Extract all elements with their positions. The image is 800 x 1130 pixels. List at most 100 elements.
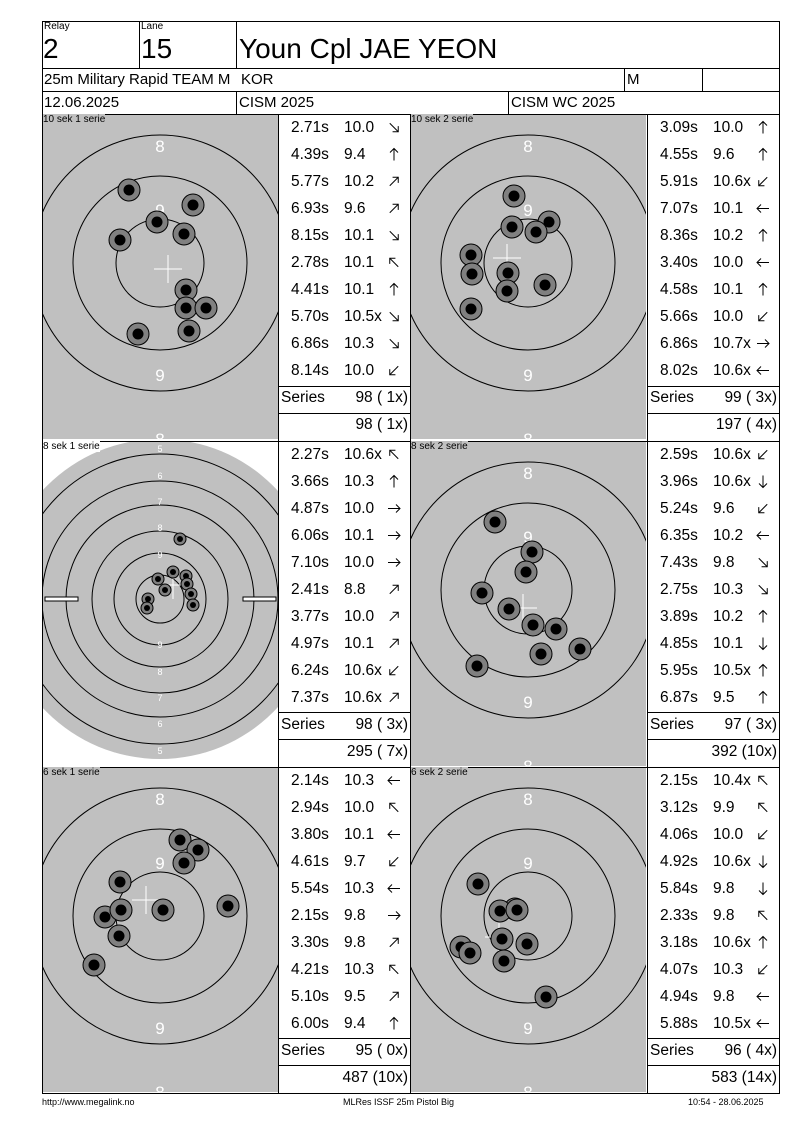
shot-direction-arrow-icon <box>754 821 772 848</box>
shot-hole-center <box>151 216 163 228</box>
shot-hole-center <box>489 516 501 528</box>
shot-time: 2.14s <box>291 772 329 789</box>
shot-direction-arrow-icon <box>385 276 403 303</box>
shot-row: 7.37s 10.6x <box>279 684 411 711</box>
shot-time: 2.15s <box>660 772 698 789</box>
shot-time: 3.09s <box>660 119 698 136</box>
shot-score: 10.4x <box>713 772 751 789</box>
series-total: 98 ( 1x) <box>355 389 408 406</box>
shot-time: 3.30s <box>291 934 329 951</box>
shot-row: 3.09s 10.0 <box>648 114 780 141</box>
target-face: 5 5 6 6 7 7 8 8 9 9 <box>43 442 278 766</box>
shot-direction-arrow-icon <box>385 114 403 141</box>
shot-direction-arrow-icon <box>385 875 403 902</box>
shot-score: 8.8 <box>344 581 366 598</box>
shot-row: 8.15s 10.1 <box>279 222 411 249</box>
shot-direction-arrow-icon <box>754 222 772 249</box>
shot-direction-arrow-icon <box>754 441 772 468</box>
shot-time: 5.84s <box>660 880 698 897</box>
shot-score: 10.1 <box>344 527 375 544</box>
ring-number: 8 <box>157 523 162 533</box>
shot-hole-center <box>114 876 126 888</box>
shot-hole-center <box>501 285 513 297</box>
shot-row: 4.55s 9.6 <box>648 141 780 168</box>
shot-hole-center <box>183 325 195 337</box>
shot-hole-center <box>550 623 562 635</box>
shot-time: 6.86s <box>660 335 698 352</box>
ring-number: 9 <box>523 366 532 385</box>
shot-time: 3.96s <box>660 473 698 490</box>
shot-hole-center <box>465 249 477 261</box>
shot-direction-arrow-icon <box>385 468 403 495</box>
footer-software: MLRes ISSF 25m Pistol Big <box>343 1097 455 1107</box>
shot-score: 10.1 <box>713 635 744 652</box>
shot-score: 10.6x <box>713 362 751 379</box>
series-title: 6 sek 2 serie <box>411 767 468 778</box>
shot-hole-center <box>132 328 144 340</box>
shot-hole-center <box>113 930 125 942</box>
shot-direction-arrow-icon <box>754 983 772 1010</box>
target-1: 8 9 9 8 <box>43 115 278 439</box>
shot-row: 2.15s 9.8 <box>279 902 411 929</box>
shot-row: 7.10s 10.0 <box>279 549 411 576</box>
shot-time: 4.85s <box>660 635 698 652</box>
shot-score: 9.6 <box>713 500 735 517</box>
ring-number: 9 <box>155 854 164 873</box>
shot-hole-center <box>180 302 192 314</box>
shot-row: 3.30s 9.8 <box>279 929 411 956</box>
shot-direction-arrow-icon <box>385 657 403 684</box>
shot-score: 10.0 <box>713 826 744 843</box>
series-total: 96 ( 4x) <box>724 1042 777 1059</box>
target-disc <box>43 442 278 759</box>
shot-row: 8.36s 10.2 <box>648 222 780 249</box>
shot-direction-arrow-icon <box>754 168 772 195</box>
shot-row: 4.58s 10.1 <box>648 276 780 303</box>
scoring-ring <box>440 502 616 678</box>
shot-hole-center <box>496 933 508 945</box>
shot-time: 4.39s <box>291 146 329 163</box>
shot-score: 10.0 <box>713 254 744 271</box>
shot-hole-center <box>162 587 168 593</box>
series-title: 6 sek 1 serie <box>43 767 100 778</box>
shot-hole-center <box>200 302 212 314</box>
target-face: 8 9 9 8 <box>43 115 278 439</box>
shot-time: 5.77s <box>291 173 329 190</box>
shot-time: 5.88s <box>660 1015 698 1032</box>
shot-row: 5.24s 9.6 <box>648 495 780 522</box>
target-3: 5 5 6 6 7 7 8 8 9 9 <box>43 442 278 766</box>
shot-direction-arrow-icon <box>385 684 403 711</box>
shot-time: 2.78s <box>291 254 329 271</box>
shot-hole-center <box>178 857 190 869</box>
shot-direction-arrow-icon <box>754 929 772 956</box>
ring-number: 8 <box>523 464 532 483</box>
shot-time: 6.93s <box>291 200 329 217</box>
shot-row: 6.93s 9.6 <box>279 195 411 222</box>
shot-score: 10.6x <box>344 446 382 463</box>
shot-score: 10.7x <box>713 335 751 352</box>
shot-row: 2.33s 9.8 <box>648 902 780 929</box>
scoring-ring <box>483 218 573 308</box>
shot-score: 10.3 <box>344 335 375 352</box>
shot-row: 5.84s 9.8 <box>648 875 780 902</box>
shot-row: 6.86s 10.3 <box>279 330 411 357</box>
series-total: 98 ( 3x) <box>355 716 408 733</box>
shot-hole-center <box>543 216 555 228</box>
scoring-ring <box>113 552 207 646</box>
shot-hole-center <box>88 959 100 971</box>
shot-score: 9.8 <box>713 554 735 571</box>
shot-direction-arrow-icon <box>754 902 772 929</box>
shot-hole-center <box>506 221 518 233</box>
shot-direction-arrow-icon <box>754 114 772 141</box>
shot-hole-center <box>178 228 190 240</box>
shot-score: 10.5x <box>713 662 751 679</box>
scoring-ring <box>440 828 616 1004</box>
shot-direction-arrow-icon <box>754 767 772 794</box>
shot-time: 8.14s <box>291 362 329 379</box>
shot-row: 2.71s 10.0 <box>279 114 411 141</box>
shot-score: 10.1 <box>344 281 375 298</box>
shot-time: 2.27s <box>291 446 329 463</box>
shot-score: 10.3 <box>713 581 744 598</box>
shot-time: 2.59s <box>660 446 698 463</box>
target-face: 8 9 9 8 <box>43 768 278 1092</box>
shot-time: 5.66s <box>660 308 698 325</box>
